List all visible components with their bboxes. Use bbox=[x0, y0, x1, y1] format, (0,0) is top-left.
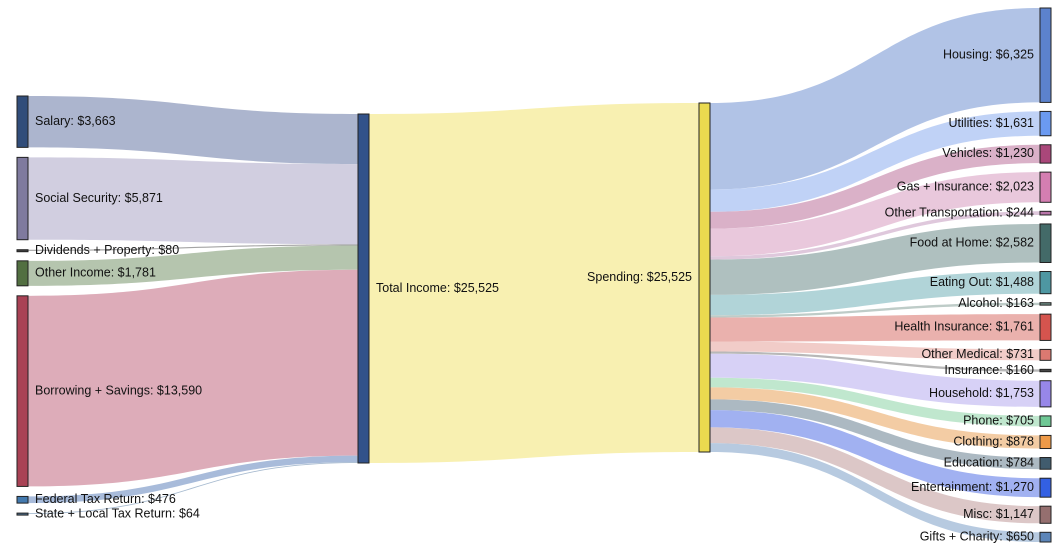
node-insurance bbox=[1039, 368, 1052, 373]
label-insurance: Insurance: $160 bbox=[944, 363, 1034, 377]
node-education bbox=[1039, 457, 1052, 470]
label-other-income: Other Income: $1,781 bbox=[35, 266, 156, 280]
node-food-at-home bbox=[1039, 223, 1052, 263]
flow-phone bbox=[710, 377, 1040, 427]
label-household: Household: $1,753 bbox=[929, 386, 1034, 400]
flow-health-insurance bbox=[710, 314, 1040, 342]
label-misc: Misc: $1,147 bbox=[963, 507, 1034, 521]
label-gas-insurance: Gas + Insurance: $2,023 bbox=[897, 180, 1034, 194]
node-state-local-tax-return bbox=[16, 512, 29, 516]
label-health-insurance: Health Insurance: $1,761 bbox=[894, 320, 1034, 334]
flow-state-local-tax-return bbox=[28, 462, 358, 514]
node-utilities bbox=[1039, 110, 1052, 137]
flow-misc bbox=[710, 427, 1040, 524]
label-social-security: Social Security: $5,871 bbox=[35, 191, 163, 205]
label-layer: Salary: $3,663 Social Security: $5,871 Div… bbox=[35, 48, 1034, 544]
node-entertainment bbox=[1039, 477, 1052, 498]
node-gifts-charity bbox=[1039, 531, 1052, 543]
flow-insurance bbox=[710, 351, 1040, 372]
node-misc bbox=[1039, 505, 1052, 524]
flow-utilities bbox=[710, 111, 1040, 212]
flow-other-medical bbox=[710, 341, 1040, 361]
label-clothing: Clothing: $878 bbox=[953, 434, 1034, 448]
label-gifts-charity: Gifts + Charity: $650 bbox=[920, 529, 1034, 543]
flow-education bbox=[710, 399, 1040, 470]
label-entertainment: Entertainment: $1,270 bbox=[911, 480, 1034, 494]
flow-social-security bbox=[28, 157, 358, 245]
flow-dividends-property bbox=[28, 244, 358, 251]
node-phone bbox=[1039, 415, 1052, 427]
label-eating-out: Eating Out: $1,488 bbox=[930, 275, 1034, 289]
flow-total-to-spending bbox=[369, 103, 699, 463]
label-alcohol: Alcohol: $163 bbox=[958, 296, 1034, 310]
flow-gifts-charity bbox=[710, 443, 1040, 542]
label-dividends-property: Dividends + Property: $80 bbox=[35, 243, 179, 257]
label-education: Education: $784 bbox=[944, 456, 1034, 470]
flow-other-transportation bbox=[710, 211, 1040, 260]
node-borrowing-savings bbox=[16, 295, 29, 487]
flow-other-income bbox=[28, 245, 358, 286]
node-federal-tax-return bbox=[16, 495, 29, 504]
flow-layer bbox=[28, 8, 1040, 542]
label-salary: Salary: $3,663 bbox=[35, 114, 116, 128]
node-other-transportation bbox=[1039, 210, 1052, 216]
flow-alcohol bbox=[710, 302, 1040, 318]
node-alcohol bbox=[1039, 302, 1052, 306]
node-clothing bbox=[1039, 434, 1052, 450]
flow-housing bbox=[710, 8, 1040, 190]
label-other-medical: Other Medical: $731 bbox=[921, 347, 1034, 361]
flow-federal-tax-return bbox=[28, 455, 358, 504]
node-layer bbox=[16, 7, 1052, 543]
node-vehicles bbox=[1039, 144, 1052, 164]
node-gas-insurance bbox=[1039, 171, 1052, 203]
node-household bbox=[1039, 380, 1052, 408]
label-phone: Phone: $705 bbox=[963, 413, 1034, 427]
node-total-income bbox=[357, 113, 370, 464]
label-vehicles: Vehicles: $1,230 bbox=[942, 146, 1034, 160]
label-federal-tax-return: Federal Tax Return: $476 bbox=[35, 492, 176, 506]
flow-salary bbox=[28, 96, 358, 165]
label-borrowing-savings: Borrowing + Savings: $13,590 bbox=[35, 383, 202, 397]
flow-borrowing-savings bbox=[28, 269, 358, 487]
flow-clothing bbox=[710, 387, 1040, 449]
node-dividends-property bbox=[16, 249, 29, 253]
node-housing bbox=[1039, 7, 1052, 103]
node-other-income bbox=[16, 260, 29, 287]
flow-vehicles bbox=[710, 144, 1040, 229]
label-total-income: Total Income: $25,525 bbox=[376, 281, 499, 295]
node-health-insurance bbox=[1039, 313, 1052, 341]
node-other-medical bbox=[1039, 348, 1052, 361]
node-spending bbox=[698, 102, 711, 453]
flow-eating-out bbox=[710, 271, 1040, 316]
node-eating-out bbox=[1039, 270, 1052, 295]
node-social-security bbox=[16, 156, 29, 241]
label-spending: Spending: $25,525 bbox=[587, 270, 692, 284]
label-state-local-tax-return: State + Local Tax Return: $64 bbox=[35, 506, 200, 520]
flow-entertainment bbox=[710, 410, 1040, 498]
label-utilities: Utilities: $1,631 bbox=[949, 116, 1035, 130]
label-other-transportation: Other Transportation: $244 bbox=[885, 205, 1034, 219]
flow-household bbox=[710, 353, 1040, 407]
label-food-at-home: Food at Home: $2,582 bbox=[910, 236, 1034, 250]
flow-food-at-home bbox=[710, 223, 1040, 295]
node-salary bbox=[16, 95, 29, 148]
flow-gas-insurance bbox=[710, 172, 1040, 257]
label-housing: Housing: $6,325 bbox=[943, 48, 1034, 62]
